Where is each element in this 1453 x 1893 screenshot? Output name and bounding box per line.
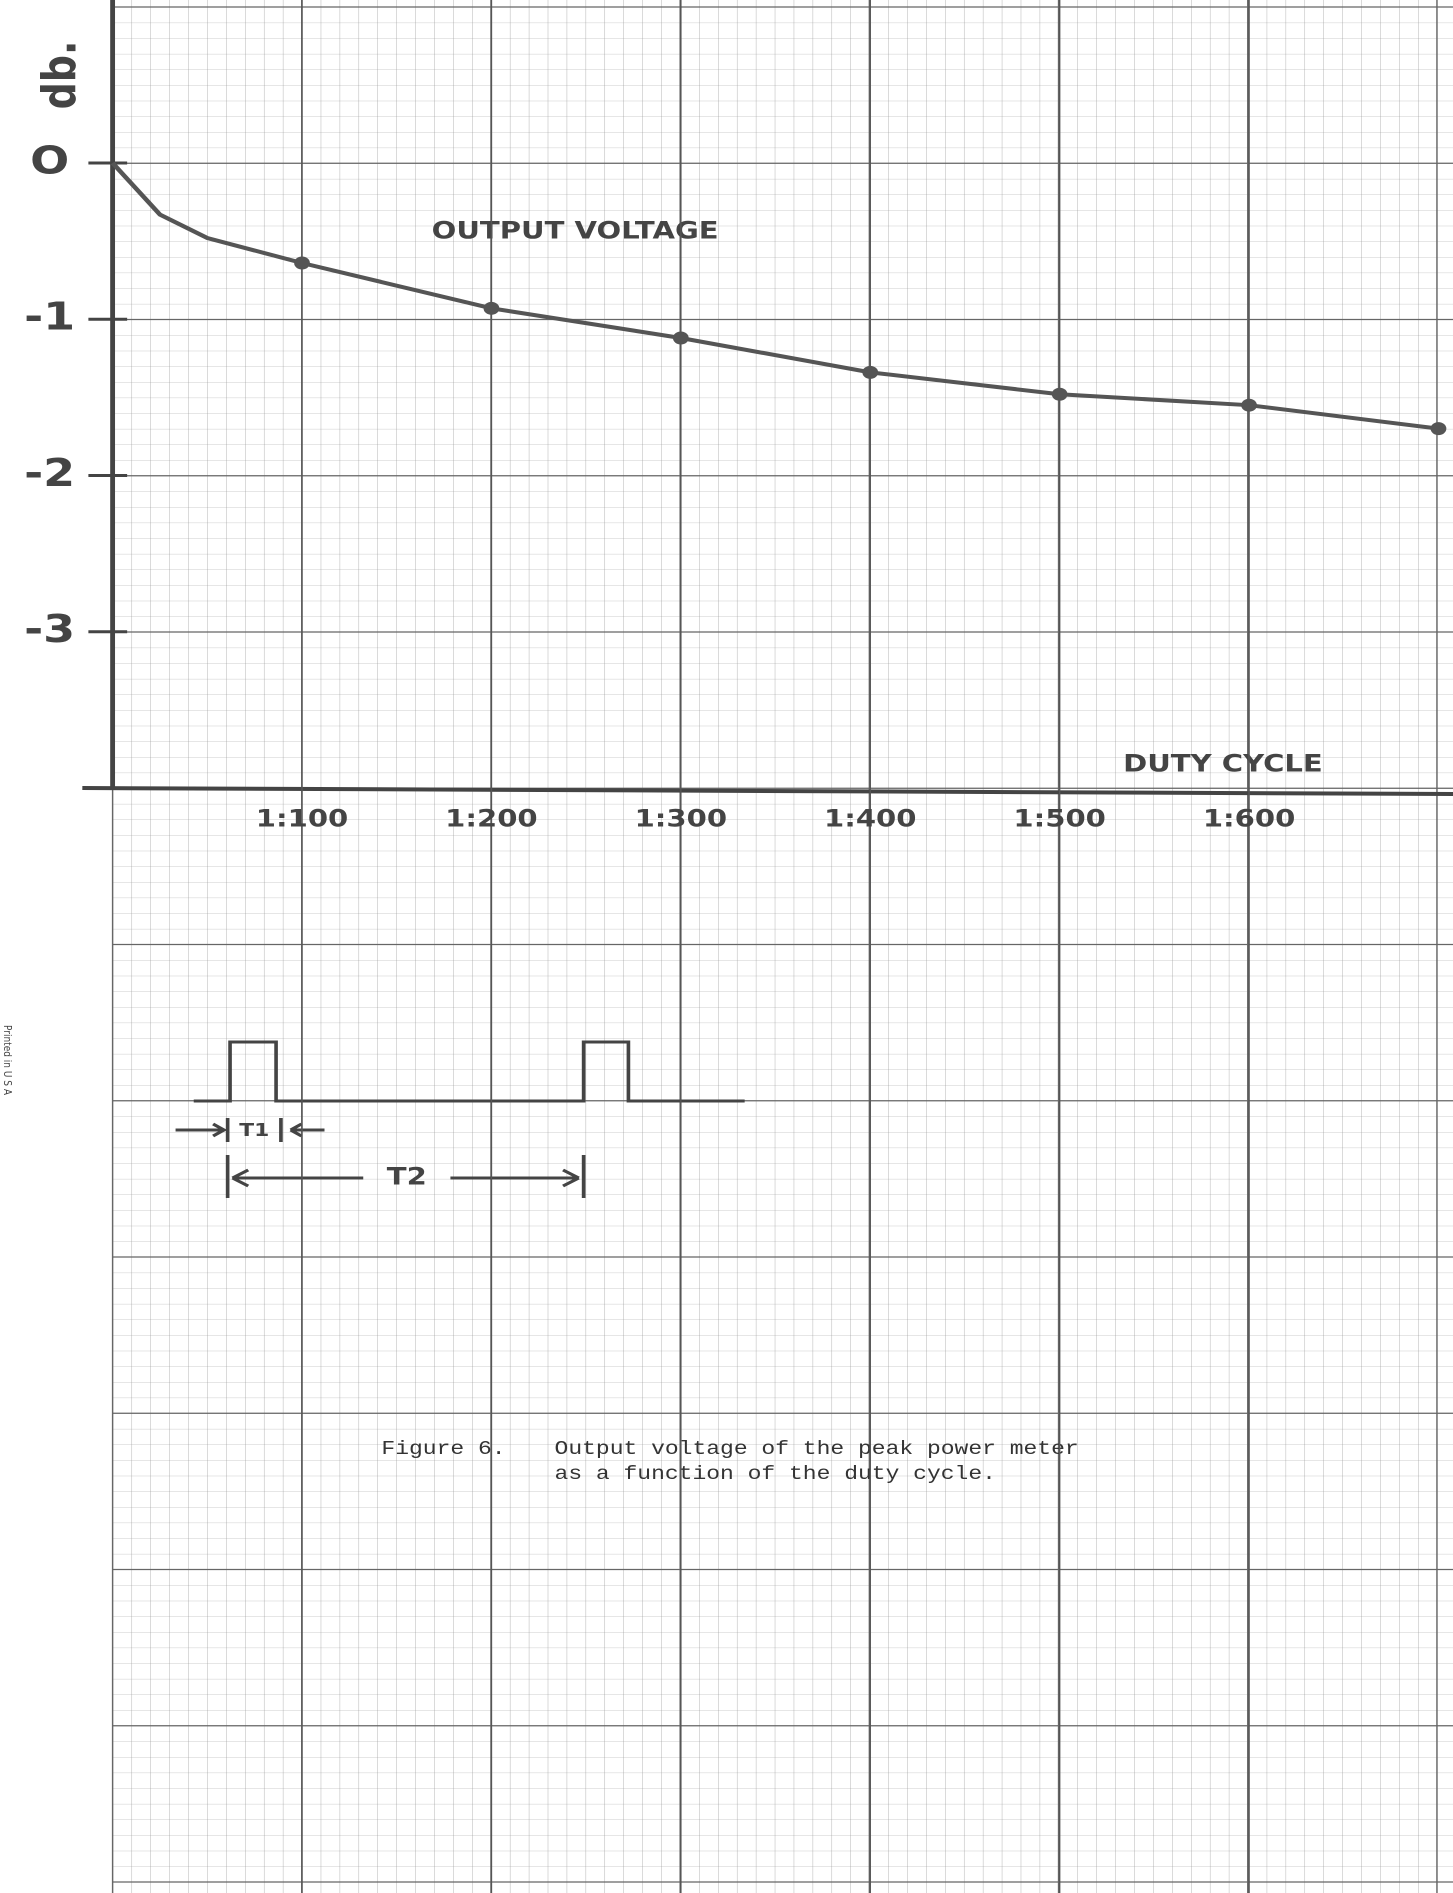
x-tick-label: 1:600 (1203, 805, 1295, 833)
y-tick-label: O (30, 138, 69, 182)
caption-label: Figure 6. (381, 1439, 505, 1461)
x-tick-label: 1:400 (824, 805, 916, 833)
x-tick-label: 1:100 (256, 805, 348, 833)
y-tick-label: -1 (24, 294, 75, 338)
x-tick-label: 1:500 (1013, 805, 1105, 833)
x-axis-label: DUTY CYCLE (1123, 750, 1323, 778)
caption-line: as a function of the duty cycle. (555, 1464, 996, 1486)
t1-label: T1 (239, 1119, 269, 1141)
page: T1 T2 Figure 6. Output voltage of the pe… (0, 0, 1453, 1893)
data-point (294, 257, 310, 270)
graph-paper (113, 0, 1453, 1893)
annotation: OUTPUT VOLTAGE (432, 217, 719, 245)
data-point (673, 332, 689, 345)
margin-note: Printed in U S A (1, 1025, 13, 1095)
x-tick-label: 1:300 (635, 805, 727, 833)
caption-line: Output voltage of the peak power meter (555, 1439, 1079, 1461)
y-tick-label: -3 (24, 607, 75, 651)
data-point (484, 302, 500, 315)
data-point (862, 366, 878, 379)
chart: T1 T2 Figure 6. Output voltage of the pe… (0, 0, 1453, 1893)
data-point (1052, 388, 1068, 401)
y-tick-label: -2 (24, 451, 75, 495)
data-point (1241, 399, 1257, 412)
y-axis-label: db. (33, 41, 86, 110)
t2-label: T2 (387, 1163, 427, 1191)
x-tick-label: 1:200 (445, 805, 537, 833)
data-point (1431, 422, 1447, 435)
